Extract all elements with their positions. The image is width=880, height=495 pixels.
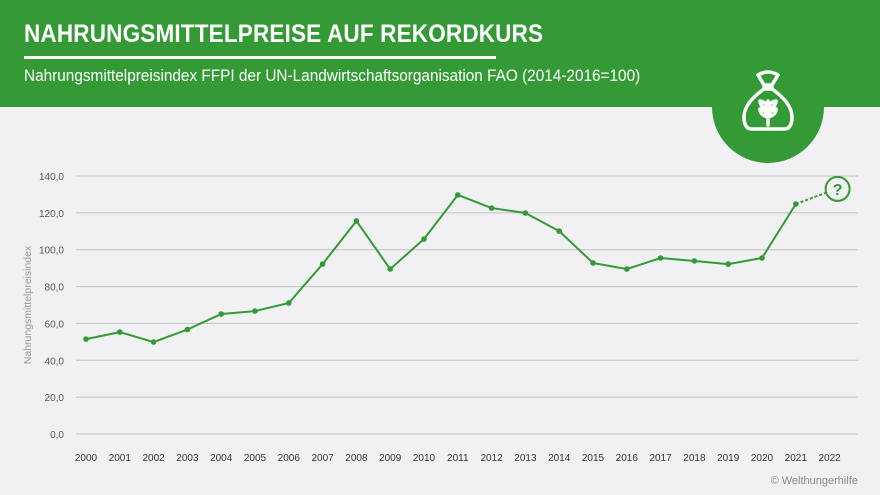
data-point (117, 329, 123, 335)
data-point (759, 255, 765, 261)
data-point (793, 201, 799, 207)
y-tick-label: 0,0 (50, 430, 64, 441)
data-point (624, 266, 630, 272)
x-tick-label: 2019 (717, 453, 740, 464)
data-point (488, 205, 495, 211)
header-banner: NAHRUNGSMITTELPREISE AUF REKORDKURS Nahr… (0, 0, 880, 107)
data-point (286, 300, 292, 306)
data-point (725, 261, 731, 267)
data-point (150, 339, 157, 345)
projection-marker (824, 175, 851, 202)
projection-label: ? (833, 182, 843, 199)
data-point (657, 255, 664, 261)
y-tick-label: 120,0 (39, 209, 64, 220)
data-point (252, 308, 258, 314)
page-subtitle: Nahrungsmittelpreisindex FFPI der UN-Lan… (24, 67, 641, 85)
data-point (421, 236, 427, 242)
x-tick-label: 2020 (751, 453, 774, 464)
x-tick-label: 2004 (210, 453, 233, 464)
data-point (455, 192, 461, 198)
x-tick-label: 2018 (683, 453, 706, 464)
data-point (691, 258, 698, 264)
x-tick-label: 2011 (447, 453, 469, 464)
y-tick-label: 100,0 (39, 246, 64, 257)
title-underline (24, 56, 496, 59)
x-tick-label: 2007 (311, 453, 334, 464)
y-axis-label: Nahrungsmittelpreisindex (22, 245, 34, 364)
data-point (319, 261, 326, 267)
x-tick-label: 2012 (480, 453, 503, 464)
data-point (590, 260, 596, 266)
x-tick-label: 2017 (649, 453, 672, 464)
x-tick-label: 2001 (109, 453, 132, 464)
x-tick-label: 2014 (548, 453, 571, 464)
x-tick-label: 2005 (244, 453, 267, 464)
series-line (85, 193, 797, 344)
credit: © Welthungerhilfe (770, 475, 858, 487)
y-tick-label: 40,0 (45, 356, 65, 367)
grain-sack-icon (742, 70, 794, 131)
x-tick-label: 2006 (278, 453, 301, 464)
y-tick-label: 140,0 (39, 172, 64, 183)
badge-circle (712, 51, 824, 163)
data-point (218, 311, 224, 317)
data-point (353, 218, 360, 224)
x-tick-label: 2016 (616, 453, 639, 464)
page-title: NAHRUNGSMITTELPREISE AUF REKORDKURS (24, 20, 544, 48)
x-tick-label: 2000 (75, 453, 98, 464)
data-point (522, 210, 529, 216)
x-tick-label: 2010 (413, 453, 436, 464)
projection-line (795, 191, 826, 205)
x-tick-label: 2008 (345, 453, 368, 464)
x-tick-label: 2002 (142, 453, 165, 464)
y-tick-label: 60,0 (45, 319, 65, 330)
y-tick-label: 80,0 (45, 283, 65, 294)
x-tick-label: 2013 (514, 453, 537, 464)
data-point (83, 336, 89, 342)
x-tick-label: 2022 (818, 453, 841, 464)
data-point (184, 326, 191, 333)
x-tick-label: 2015 (582, 453, 605, 464)
data-point (387, 266, 394, 272)
y-tick-label: 20,0 (45, 393, 65, 404)
x-tick-label: 2021 (785, 453, 808, 464)
x-tick-label: 2003 (176, 453, 199, 464)
data-point (556, 228, 562, 234)
x-tick-label: 2009 (379, 453, 402, 464)
